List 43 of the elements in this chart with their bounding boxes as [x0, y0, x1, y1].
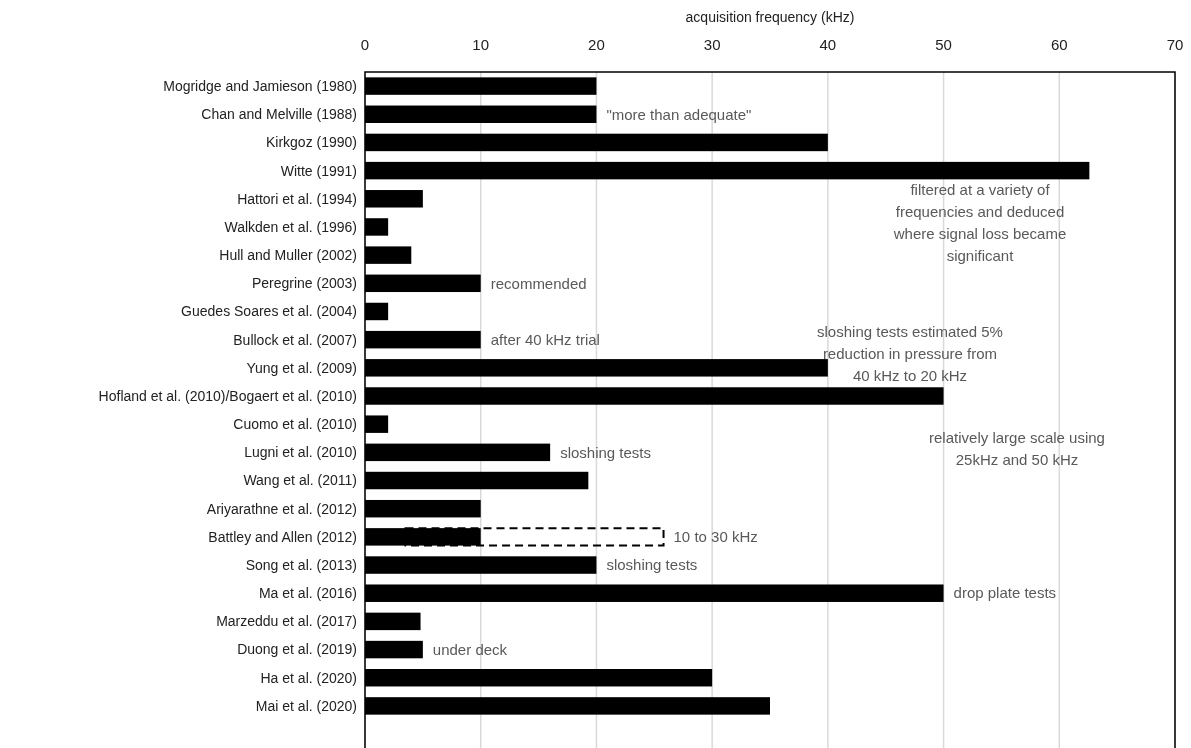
y-tick-label: Ariyarathne et al. (2012) [206, 500, 357, 517]
y-tick-label: Walkden et al. (1996) [224, 218, 357, 235]
y-tick-label: Witte (1991) [280, 162, 357, 179]
y-tick-label: Lugni et al. (2010) [244, 444, 357, 461]
x-tick-label: 70 [1166, 36, 1184, 53]
y-tick-label: Mai et al. (2020) [255, 697, 357, 714]
y-tick-label: Song et al. (2013) [245, 556, 357, 573]
y-tick-label: Hofland et al. (2010)/Bogaert et al. (2010) [98, 387, 357, 404]
annotation: drop plate tests [953, 584, 1057, 602]
x-tick-label: 50 [935, 36, 952, 53]
y-tick-label: Chan and Melville (1988) [201, 106, 357, 123]
x-tick-label: 10 [472, 36, 490, 53]
annotation: sloshing tests [560, 443, 652, 461]
y-tick-label: Marzeddu et al. (2017) [216, 613, 357, 630]
annotation: recommended [490, 274, 587, 292]
x-tick-label: 30 [703, 36, 721, 53]
y-tick-label: Ma et al. (2016) [258, 585, 357, 602]
annotation: under deck [432, 640, 508, 658]
annotation: filtered at a variety of frequencies and deduced where signal loss became significant [892, 181, 1067, 265]
y-tick-label: Peregrine (2003) [251, 275, 357, 292]
annotation: sloshing tests [606, 556, 698, 574]
y-tick-label: Guedes Soares et al. (2004) [181, 303, 357, 320]
y-tick-label: Duong et al. (2019) [237, 641, 357, 658]
y-tick-label: Yung et al. (2009) [246, 359, 357, 376]
x-axis-title: acquisition frequency (kHz) [685, 9, 855, 25]
y-tick-label: Bullock et al. (2007) [233, 331, 357, 348]
annotation: after 40 kHz trial [490, 330, 600, 348]
x-tick-label: 0 [360, 36, 370, 53]
y-tick-label: Ha et al. (2020) [260, 669, 357, 686]
y-tick-label: Kirkgoz (1990) [265, 134, 357, 151]
annotation: 10 to 30 kHz [673, 528, 758, 546]
y-tick-label: Hull and Muller (2002) [219, 247, 357, 264]
annotation: sloshing tests estimated 5% reduction in pressure from 40 kHz to 20 kHz [817, 323, 1003, 385]
y-tick-label: Mogridge and Jamieson (1980) [163, 77, 357, 94]
y-tick-label: Hattori et al. (1994) [237, 190, 357, 207]
annotation: "more than adequate" [606, 105, 752, 123]
x-tick-label: 40 [819, 36, 837, 53]
x-tick-label: 20 [588, 36, 605, 53]
y-tick-label: Wang et al. (2011) [243, 472, 357, 489]
x-tick-label: 60 [1050, 36, 1068, 53]
y-tick-label: Battley and Allen (2012) [208, 528, 357, 545]
annotation: relatively large scale using 25kHz and 50 kHz [929, 429, 1105, 469]
y-tick-label: Cuomo et al. (2010) [233, 416, 357, 433]
